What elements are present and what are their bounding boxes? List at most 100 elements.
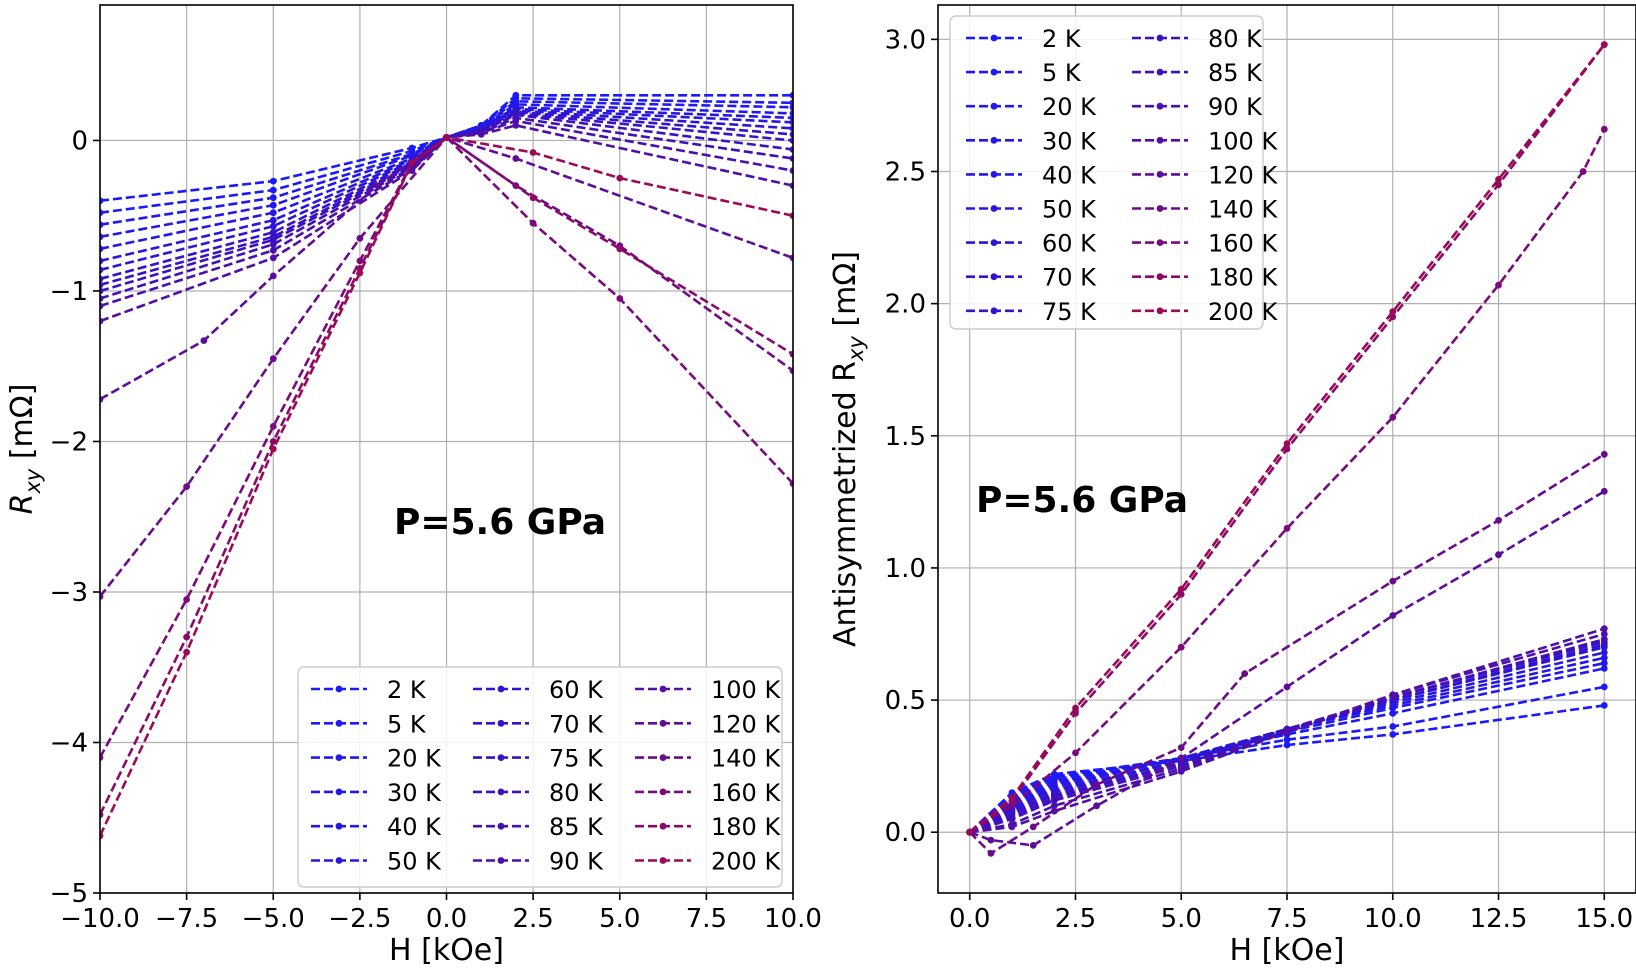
data-point: [789, 103, 793, 111]
data-point: [100, 197, 104, 205]
x-tick-label: 0.0: [426, 904, 467, 934]
legend-label: 70 K: [549, 710, 604, 738]
legend-label: 50 K: [1042, 196, 1097, 224]
data-point: [1177, 768, 1185, 775]
data-point: [100, 245, 104, 253]
data-point: [1600, 659, 1608, 667]
data-point: [789, 91, 793, 99]
legend-entry: 180 K: [635, 813, 781, 841]
legend-entry: 200 K: [635, 848, 781, 876]
data-point: [269, 177, 277, 185]
legend-marker: [1156, 239, 1164, 247]
y-axis-label: Antisymmetrized Rxy [mΩ]: [828, 251, 868, 647]
series-line-180k: [968, 43, 1606, 834]
data-point: [100, 317, 104, 325]
legend-entry: 160 K: [1132, 230, 1278, 258]
data-point: [1177, 754, 1185, 762]
data-point: [1389, 577, 1397, 585]
legend-marker: [659, 857, 667, 864]
data-point: [269, 272, 277, 280]
data-point: [1389, 308, 1397, 315]
legend-label: 85 K: [1208, 59, 1263, 87]
data-point: [1072, 749, 1079, 757]
data-point: [269, 222, 277, 230]
data-point: [1283, 440, 1291, 448]
legend-entry: 80 K: [1132, 25, 1263, 53]
x-tick-label: 2.5: [512, 904, 553, 934]
data-point: [100, 257, 104, 265]
data-point: [1283, 683, 1291, 691]
legend-entry: 180 K: [1132, 264, 1278, 292]
pressure-annotation: P=5.6 GPa: [394, 502, 606, 543]
x-tick-label: −7.5: [155, 904, 218, 934]
data-point: [1389, 413, 1397, 421]
y-tick-label: 1.5: [885, 422, 926, 452]
legend-marker: [497, 788, 505, 796]
x-tick-label: 7.5: [686, 904, 727, 934]
legend-marker: [1156, 307, 1164, 315]
legend-entry: 5 K: [966, 59, 1082, 87]
legend-label: 2 K: [1042, 25, 1082, 53]
data-point: [1283, 736, 1291, 744]
legend-entry: 90 K: [1132, 93, 1263, 121]
y-tick-label: −3: [50, 578, 88, 608]
data-point: [987, 836, 995, 844]
x-tick-label: 12.5: [1470, 904, 1528, 934]
legend-marker: [990, 102, 998, 110]
legend-label: 2 K: [387, 676, 427, 704]
legend-label: 160 K: [711, 779, 781, 807]
legend-marker: [335, 822, 343, 830]
legend-entry: 140 K: [1132, 196, 1278, 224]
data-point: [789, 125, 793, 132]
data-point: [1600, 630, 1608, 638]
data-point: [1600, 702, 1608, 709]
x-tick-label: 10.0: [1364, 904, 1422, 934]
data-point: [269, 355, 277, 363]
legend-marker: [497, 857, 505, 864]
y-axis-label-sub: xy: [21, 468, 45, 494]
data-point: [1600, 635, 1608, 643]
legend: 2 K 5 K 20 K 30 K 40 K 50 K 60 K 70 K 75 K 80 K 85…: [297, 666, 783, 888]
data-point: [477, 131, 485, 138]
legend-marker: [1156, 34, 1164, 42]
legend-label: 60 K: [549, 676, 604, 704]
data-point: [200, 337, 208, 344]
legend-box: [949, 15, 1264, 330]
y-axis-label-sub: xy: [844, 336, 868, 362]
x-tick-label: 10.0: [764, 904, 822, 934]
series-group: [966, 41, 1608, 857]
y-axis-label-unit: [mΩ]: [5, 384, 40, 469]
data-point: [1050, 802, 1058, 810]
legend-entry: 70 K: [473, 710, 604, 738]
data-point: [183, 648, 191, 656]
data-point: [100, 754, 104, 761]
data-point: [1029, 823, 1037, 831]
data-point: [789, 480, 793, 487]
legend-marker: [990, 307, 998, 315]
legend-label: 200 K: [711, 848, 781, 876]
data-point: [1600, 683, 1608, 691]
legend-label: 140 K: [1208, 196, 1278, 224]
data-point: [1495, 551, 1502, 559]
legend-box: [297, 666, 783, 888]
legend-marker: [990, 205, 998, 212]
legend-label: 160 K: [1208, 230, 1278, 258]
legend-label: 20 K: [1042, 93, 1097, 121]
data-point: [1008, 823, 1016, 831]
data-point: [1600, 487, 1608, 495]
legend-label: 50 K: [387, 848, 442, 876]
x-tick-label: 2.5: [1055, 904, 1096, 934]
legend-marker: [990, 34, 998, 42]
legend-marker: [1156, 205, 1164, 212]
data-point: [100, 395, 104, 403]
data-point: [1008, 794, 1016, 802]
legend-marker: [335, 788, 343, 796]
legend-marker: [1156, 68, 1164, 76]
legend-marker: [990, 136, 998, 144]
legend-marker: [659, 754, 667, 761]
data-point: [1093, 781, 1100, 788]
legend-label: 70 K: [1042, 264, 1097, 292]
legend-entry: 60 K: [966, 230, 1097, 258]
legend-label: 100 K: [711, 676, 781, 704]
legend-entry: 30 K: [966, 127, 1097, 155]
